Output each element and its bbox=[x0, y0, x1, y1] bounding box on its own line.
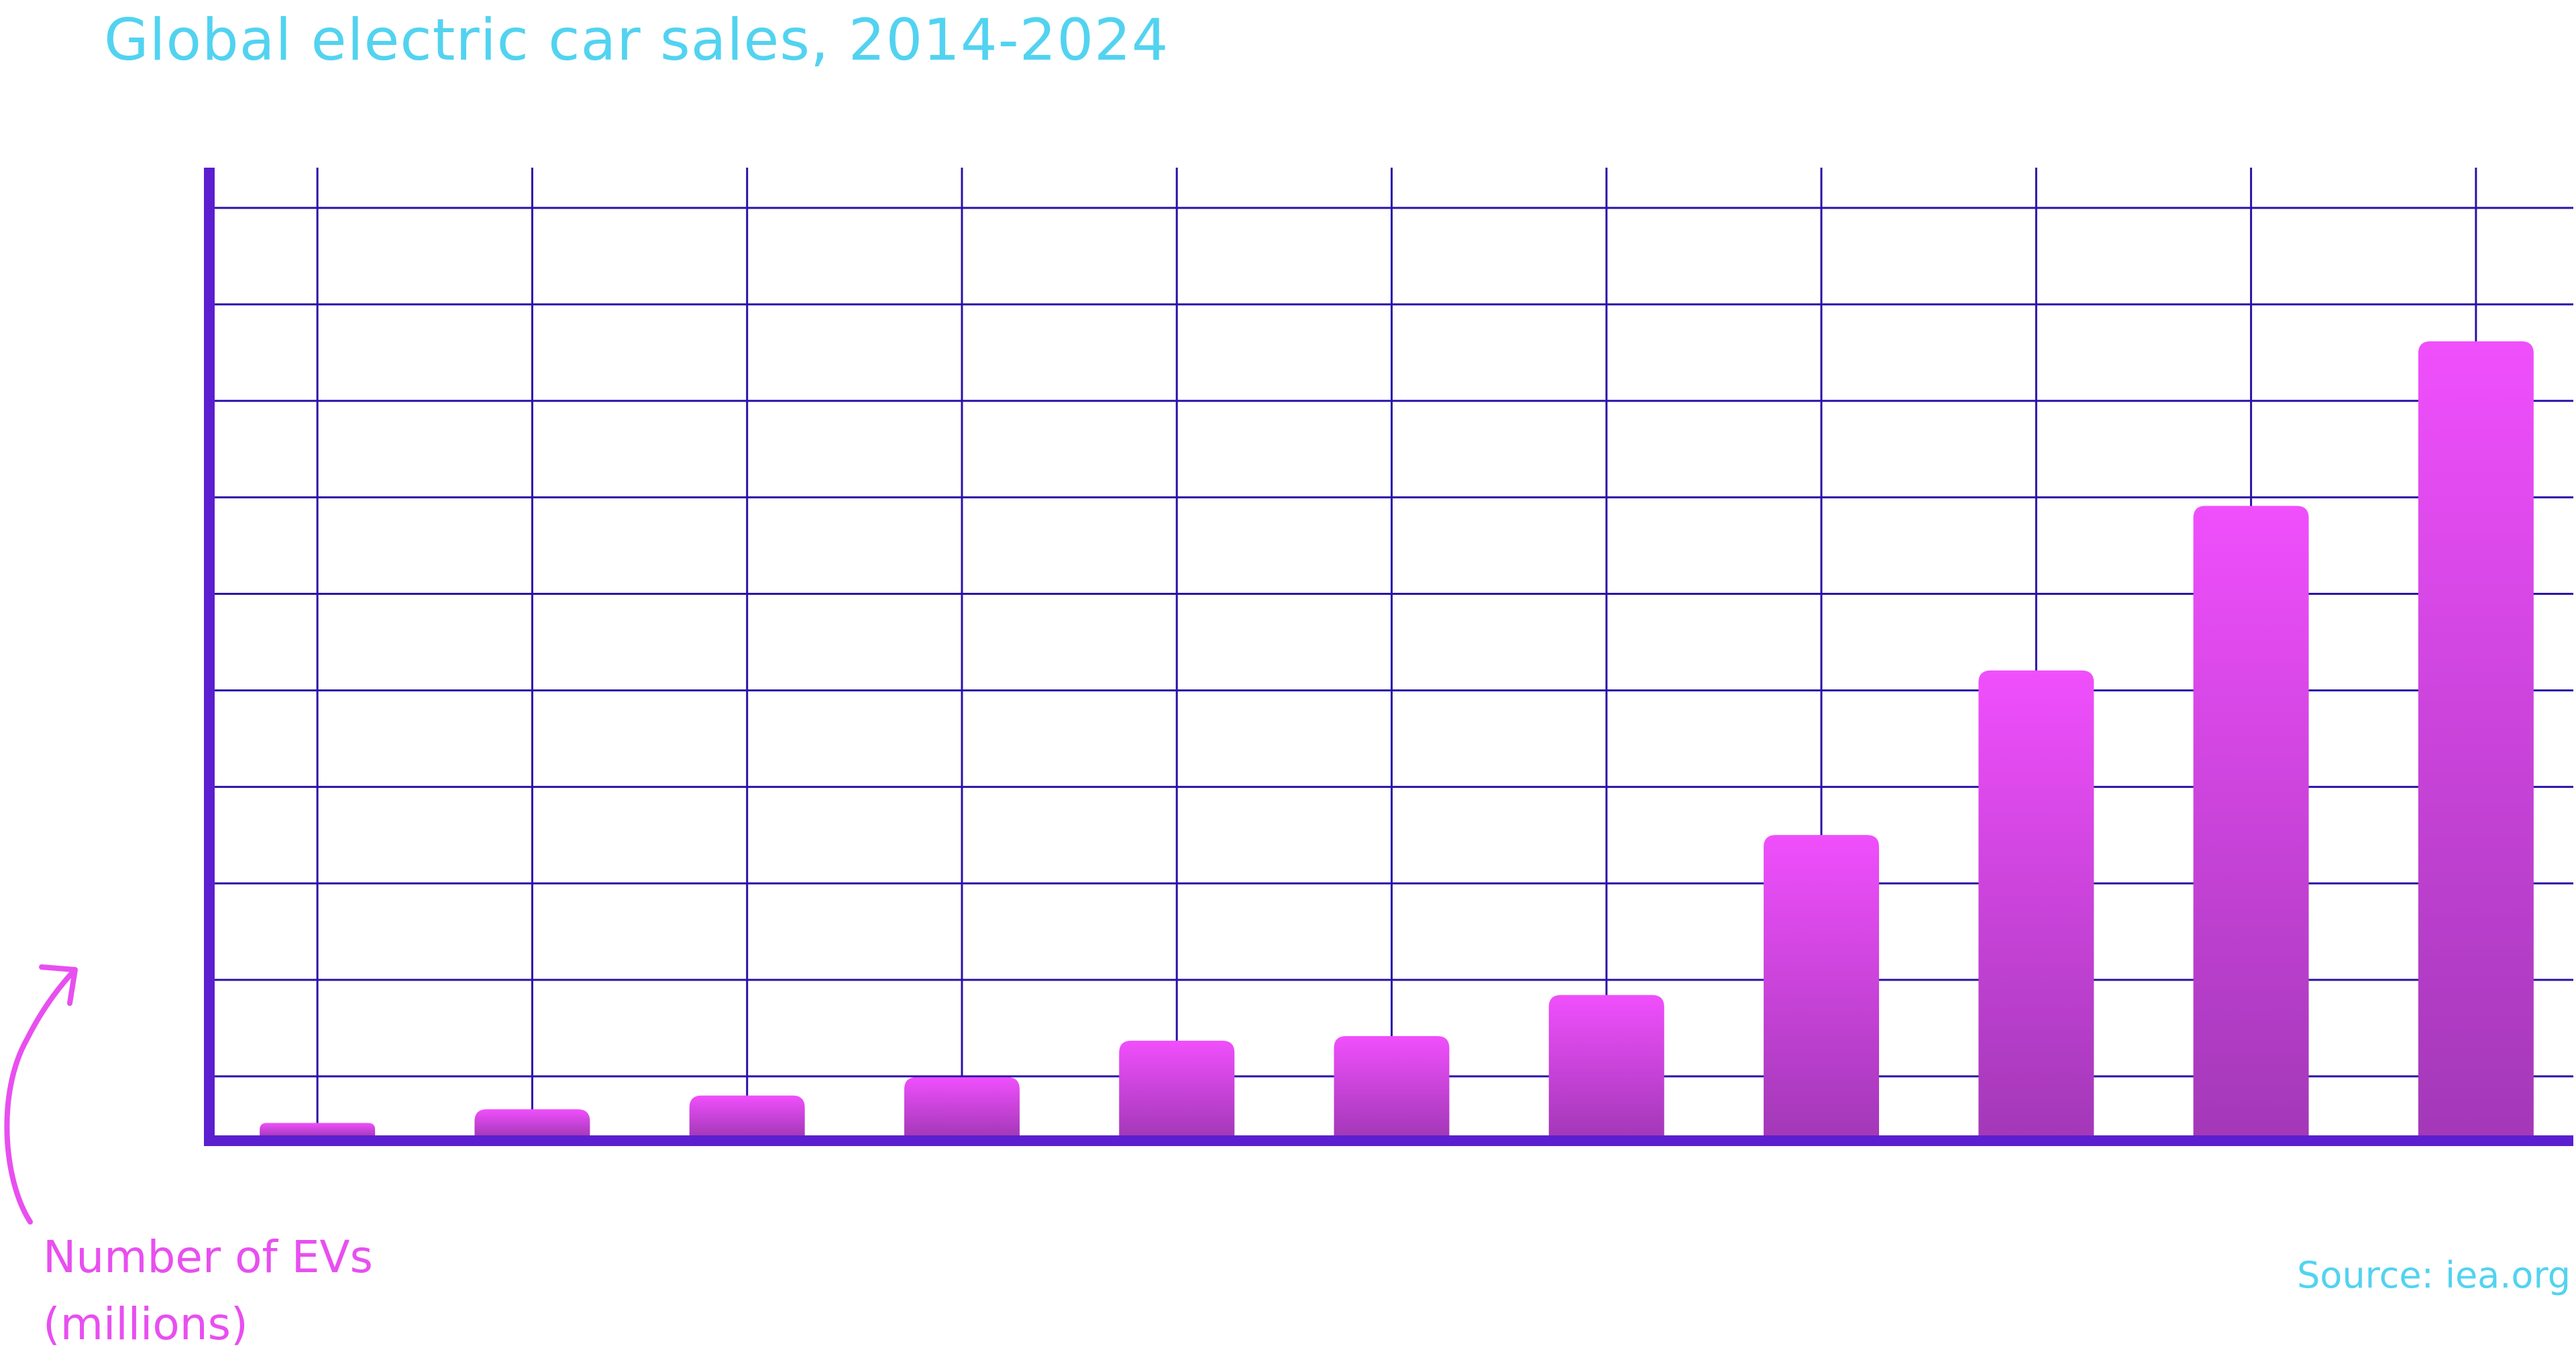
bar-2023 bbox=[2193, 506, 2309, 1137]
chart-title: Global electric car sales, 2014-2024 bbox=[104, 7, 1169, 74]
axes bbox=[204, 168, 2573, 1146]
y-axis-label-line-2: (millions) bbox=[43, 1298, 248, 1350]
bar-2016 bbox=[689, 1095, 805, 1137]
bar-2024 bbox=[2418, 341, 2534, 1137]
bars bbox=[260, 341, 2534, 1137]
bar-2021 bbox=[1764, 835, 1880, 1137]
bar-2018 bbox=[1119, 1040, 1235, 1137]
y-axis-label: Number of EVs (millions) bbox=[43, 1224, 373, 1358]
bar-2017 bbox=[904, 1077, 1020, 1137]
arrow-icon bbox=[4, 964, 78, 1225]
bar-2019 bbox=[1334, 1036, 1450, 1137]
y-axis-label-line-1: Number of EVs bbox=[43, 1231, 373, 1283]
y-axis-line bbox=[204, 168, 215, 1145]
source-credit: Source: iea.org bbox=[2297, 1254, 2571, 1296]
bar-2020 bbox=[1548, 995, 1664, 1137]
bar-2022 bbox=[1978, 670, 2094, 1137]
bar-2014 bbox=[260, 1123, 376, 1137]
x-axis-line bbox=[204, 1135, 2573, 1146]
bar-2015 bbox=[474, 1109, 590, 1137]
